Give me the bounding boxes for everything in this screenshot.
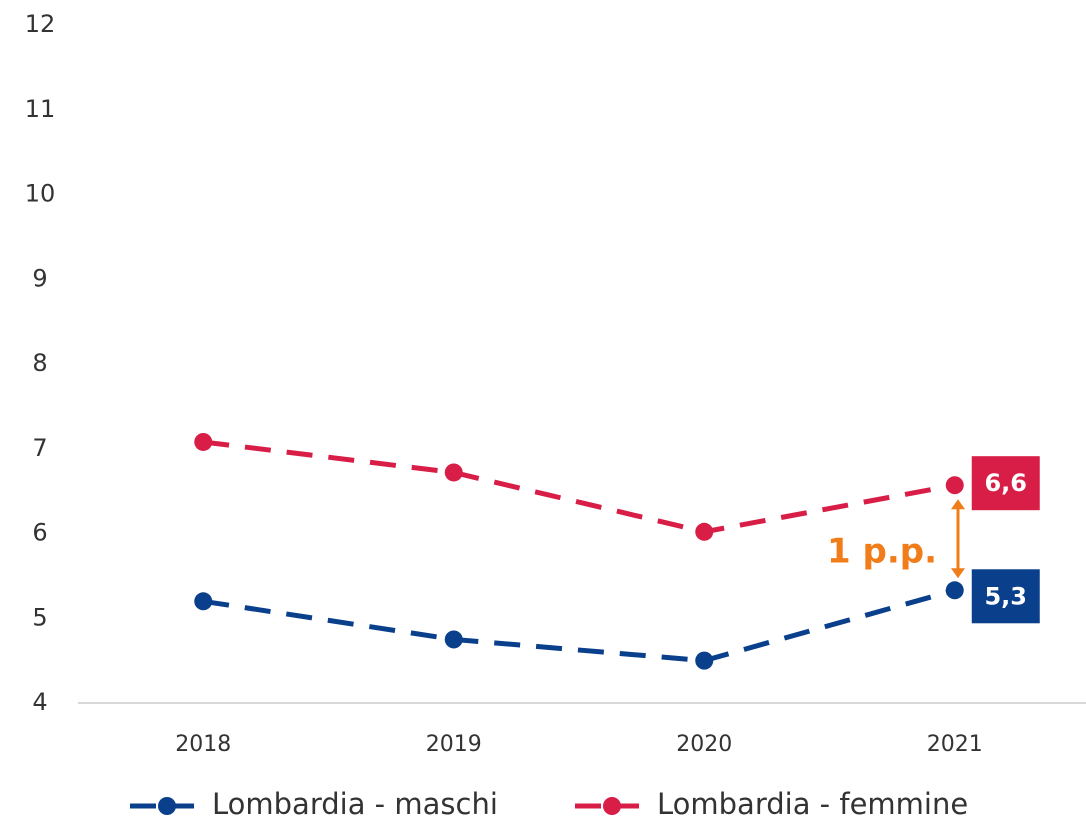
data-point [695, 651, 714, 670]
data-point [444, 463, 463, 482]
y-tick-label: 10 [25, 180, 56, 208]
data-point [194, 592, 213, 611]
data-point [945, 581, 964, 600]
data-point [695, 522, 714, 541]
arrow-head [951, 499, 965, 510]
x-tick-label: 2019 [426, 732, 482, 757]
data-point [444, 630, 463, 649]
arrow-head [951, 568, 965, 579]
value-label: 5,3 [984, 582, 1027, 610]
data-point [945, 476, 964, 495]
value-label-box [971, 456, 1040, 511]
x-tick-label: 2018 [175, 732, 231, 757]
data-point [194, 432, 213, 451]
y-tick-label: 7 [32, 434, 47, 462]
series-line [202, 439, 956, 535]
legend-marker [158, 797, 176, 815]
legend-marker [603, 797, 621, 815]
y-tick-label: 4 [32, 688, 47, 716]
series-line [202, 587, 956, 664]
y-tick-label: 11 [25, 95, 56, 123]
legend-label: Lombardia - femmine [657, 787, 968, 821]
annotation: 1 p.p. [827, 532, 937, 572]
y-tick-label: 12 [25, 10, 56, 38]
y-tick-label: 8 [32, 349, 47, 377]
value-label: 6,6 [984, 469, 1027, 497]
y-tick-label: 6 [32, 519, 47, 547]
legend-label: Lombardia - maschi [212, 787, 498, 821]
x-tick-label: 2020 [676, 732, 732, 757]
value-label-box [971, 569, 1040, 624]
y-tick-label: 5 [32, 603, 47, 631]
x-tick-label: 2021 [927, 732, 983, 757]
y-tick-label: 9 [32, 264, 47, 292]
